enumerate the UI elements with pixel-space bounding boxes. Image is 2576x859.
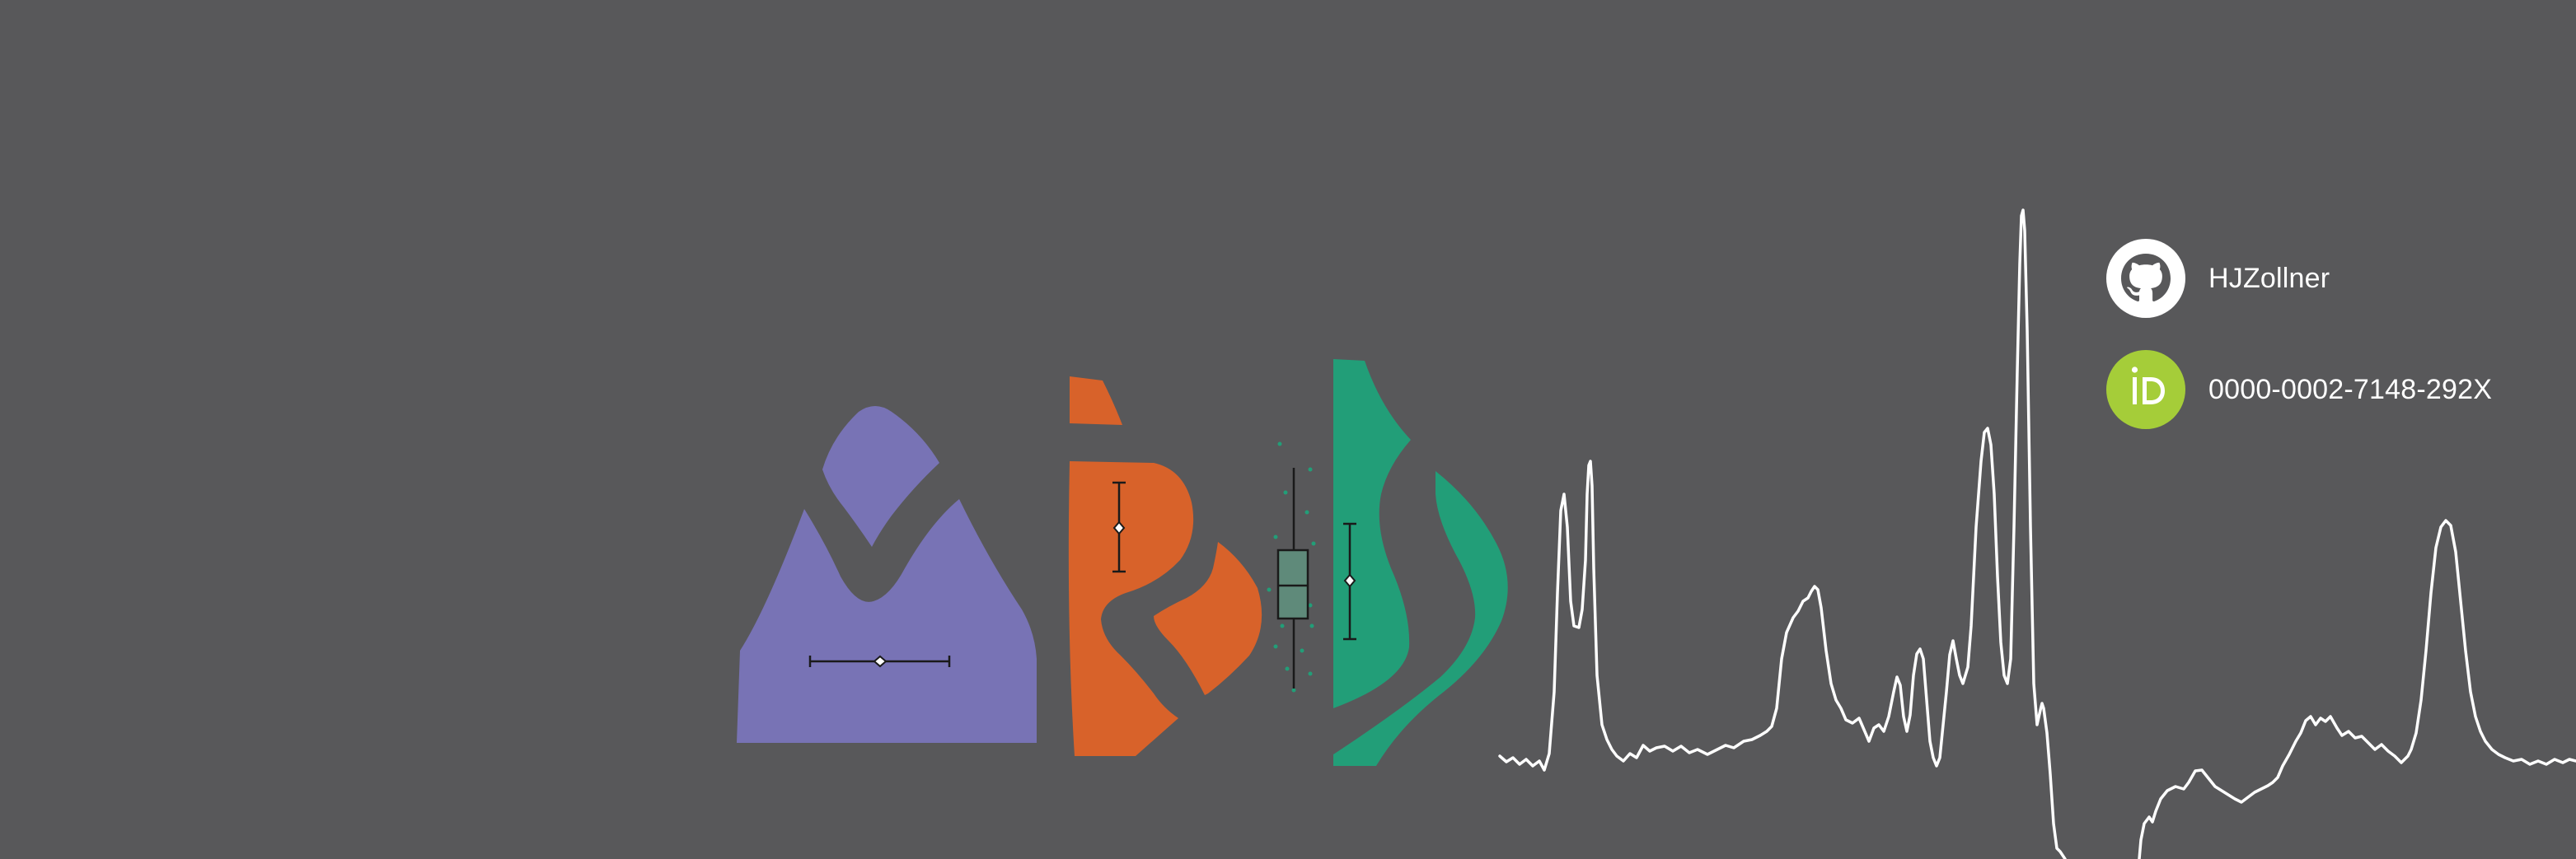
orcid-id-text: 0000-0002-7148-292X bbox=[2208, 373, 2493, 405]
orange-r-leg-shape bbox=[1154, 542, 1262, 695]
github-octocat-icon bbox=[2106, 239, 2185, 318]
github-profile-link[interactable]: HJZollner bbox=[2106, 239, 2330, 318]
green-mean-marker bbox=[1343, 573, 1356, 588]
boxplot bbox=[1267, 441, 1316, 693]
green-violin-s-shape bbox=[1333, 359, 1508, 766]
purple-mean-marker bbox=[873, 655, 888, 668]
orange-r-top-shape bbox=[1070, 376, 1122, 425]
github-username: HJZollner bbox=[2208, 262, 2330, 294]
purple-m-upper-shape bbox=[822, 406, 939, 547]
green-s-lower-shape bbox=[1333, 471, 1508, 766]
spectrum-line bbox=[1498, 208, 2576, 859]
orcid-id-icon bbox=[2106, 350, 2185, 429]
orange-r-body-shape bbox=[1068, 461, 1194, 756]
orcid-profile-link[interactable]: 0000-0002-7148-292X bbox=[2106, 350, 2492, 429]
orange-mean-marker bbox=[1112, 521, 1126, 535]
jitter-points bbox=[1267, 441, 1316, 693]
purple-violin-m-shape bbox=[737, 406, 1037, 743]
green-s-upper-shape bbox=[1333, 359, 1411, 708]
purple-m-lower-shape bbox=[737, 499, 1037, 743]
boxplot-box bbox=[1276, 549, 1309, 620]
orange-violin-r-shape bbox=[1068, 376, 1262, 756]
